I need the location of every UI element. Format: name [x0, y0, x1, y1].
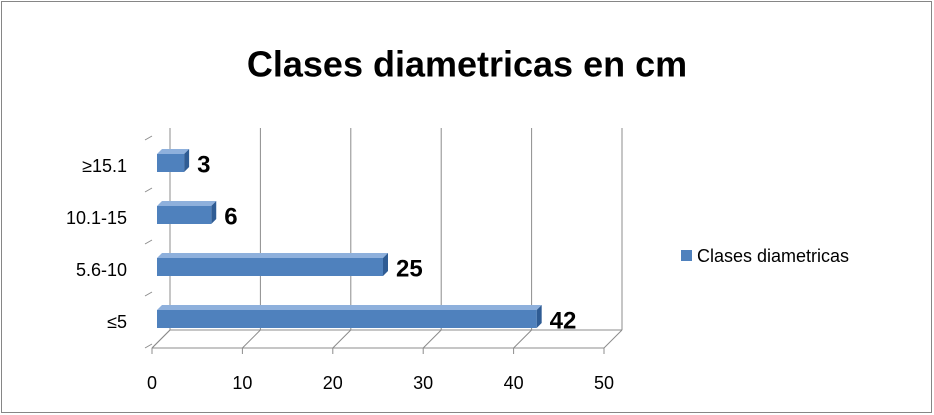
- bar-face: [157, 305, 542, 310]
- x-tick-label: 20: [323, 373, 343, 393]
- bar-face: [536, 305, 542, 328]
- chart-title: Clases diametricas en cm: [247, 44, 687, 85]
- bar: [157, 149, 190, 172]
- bar-face: [157, 206, 212, 224]
- tick-mark: [144, 187, 153, 193]
- bar-face: [211, 201, 217, 224]
- bar-face: [157, 258, 383, 276]
- data-label: 3: [197, 151, 210, 178]
- data-label: 42: [550, 307, 577, 334]
- data-label: 6: [224, 203, 237, 230]
- data-label: 25: [396, 255, 423, 282]
- tick-mark: [144, 135, 153, 141]
- grid-line: [242, 329, 261, 349]
- legend-label: Clases diametricas: [697, 246, 849, 266]
- bar-face: [383, 253, 388, 276]
- grid-line: [603, 329, 623, 349]
- x-tick-label: 30: [413, 373, 433, 393]
- grid-line: [513, 329, 532, 349]
- bar-face: [157, 253, 388, 258]
- legend-swatch: [681, 250, 692, 261]
- bar: [157, 305, 542, 328]
- y-tick-label: ≤5: [107, 312, 127, 332]
- bar-face: [157, 201, 217, 206]
- x-tick-label: 50: [594, 373, 614, 393]
- x-tick-label: 40: [504, 373, 524, 393]
- x-tick-label: 10: [232, 373, 252, 393]
- grid-line: [422, 329, 442, 349]
- tick-mark: [144, 239, 153, 245]
- y-tick-label: 10.1-15: [66, 208, 127, 228]
- tick-mark: [144, 343, 153, 349]
- x-tick-label: 0: [147, 373, 157, 393]
- y-tick-label: ≥15.1: [82, 156, 127, 176]
- bar: [157, 201, 217, 224]
- bar-face: [157, 154, 185, 172]
- bar: [157, 253, 388, 276]
- grid-line: [332, 329, 352, 349]
- grid-line: [151, 329, 171, 349]
- bar-face: [157, 149, 190, 154]
- bar-face: [184, 149, 190, 172]
- tick-mark: [144, 291, 153, 297]
- bar-face: [157, 310, 537, 328]
- y-tick-label: 5.6-10: [76, 260, 127, 280]
